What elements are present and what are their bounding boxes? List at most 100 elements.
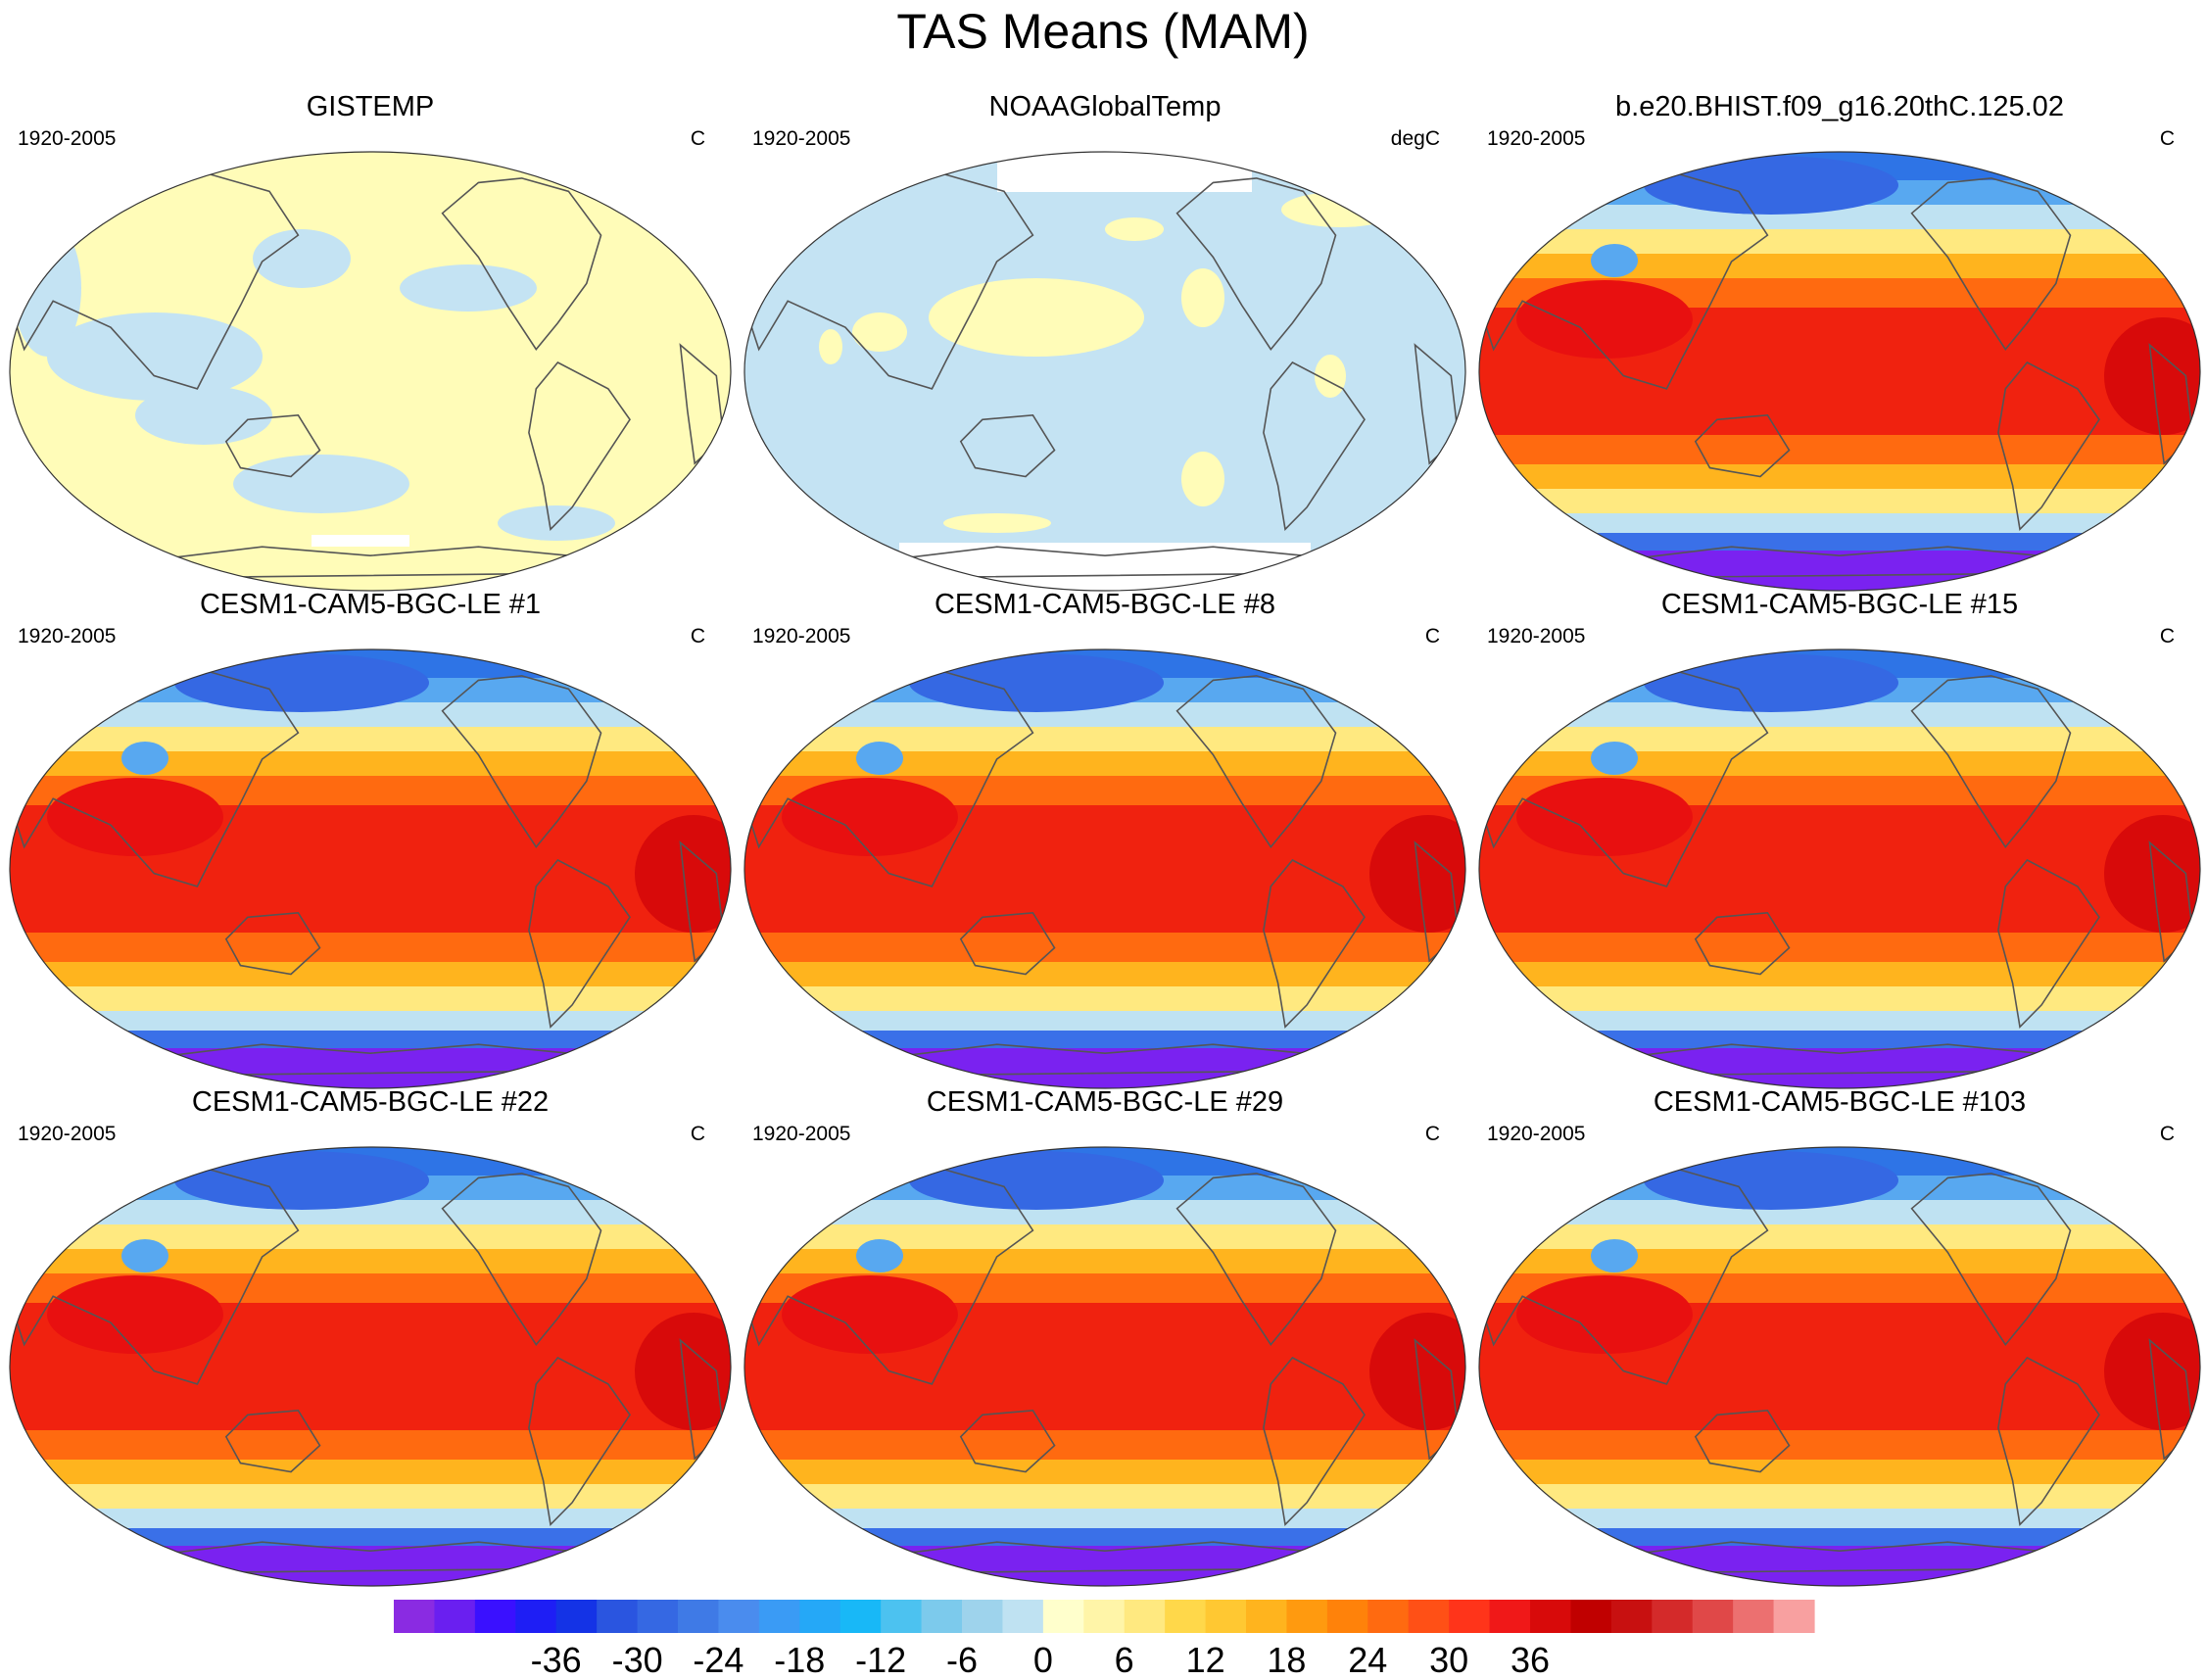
colorbar-swatch bbox=[839, 1600, 882, 1633]
map-border bbox=[743, 151, 1466, 592]
coastline bbox=[1910, 1173, 2072, 1346]
temperature-band bbox=[744, 1460, 1465, 1484]
panel-years: 1920-2005 bbox=[1487, 127, 1586, 150]
warm-anomaly-area bbox=[929, 278, 1144, 357]
colorbar-swatch bbox=[1733, 1600, 1775, 1633]
colorbar-swatch bbox=[1692, 1600, 1734, 1633]
cool-anomaly-area bbox=[13, 219, 81, 357]
colorbar-swatch bbox=[962, 1600, 1004, 1633]
temperature-band bbox=[10, 1460, 731, 1484]
cool-anomaly-area bbox=[233, 455, 409, 513]
coastline bbox=[441, 177, 602, 351]
colorbar-tick-label: 6 bbox=[1115, 1640, 1134, 1680]
temperature-band bbox=[1479, 1031, 2200, 1048]
temperature-band bbox=[1479, 254, 2200, 278]
temperature-band bbox=[744, 1031, 1465, 1048]
cold-region bbox=[1644, 653, 1898, 712]
colorbar-swatch bbox=[1326, 1600, 1368, 1633]
temperature-band bbox=[744, 986, 1465, 1011]
colorbar-swatch bbox=[921, 1600, 963, 1633]
map-panel: CESM1-CAM5-BGC-LE #22 1920-2005 C bbox=[8, 1085, 733, 1587]
colorbar-swatch bbox=[1002, 1600, 1044, 1633]
coastline bbox=[528, 858, 631, 1029]
temperature-band bbox=[744, 962, 1465, 986]
cold-plateau bbox=[121, 742, 168, 775]
colorbar-swatch bbox=[515, 1600, 557, 1633]
map-plot bbox=[743, 151, 1466, 592]
temperature-band bbox=[1479, 1546, 2200, 1586]
temperature-band bbox=[10, 1048, 731, 1088]
coastline bbox=[528, 1356, 631, 1526]
figure-title: TAS Means (MAM) bbox=[896, 4, 1310, 59]
coastline bbox=[1694, 413, 1791, 478]
map-plot bbox=[9, 1146, 732, 1587]
colorbar-tick-label: -30 bbox=[612, 1640, 663, 1680]
warm-pool bbox=[1516, 778, 1693, 856]
warm-region bbox=[1369, 815, 1465, 933]
panel-units: C bbox=[1424, 625, 1440, 648]
coastline bbox=[959, 1409, 1056, 1473]
warm-region bbox=[635, 815, 731, 933]
coastline bbox=[1997, 858, 2100, 1029]
panel-title: CESM1-CAM5-BGC-LE #103 bbox=[1653, 1086, 2027, 1118]
map-plot bbox=[1478, 648, 2201, 1089]
map-panel: NOAAGlobalTemp 1920-2005 degC bbox=[743, 90, 1467, 592]
temperature-band bbox=[1479, 751, 2200, 776]
temperature-band bbox=[1479, 1048, 2200, 1088]
temperature-band bbox=[10, 1528, 731, 1546]
warm-pool bbox=[47, 1275, 223, 1354]
warm-region bbox=[2104, 1313, 2200, 1430]
temperature-band bbox=[1479, 533, 2200, 551]
temperature-band bbox=[1479, 727, 2200, 751]
temperature-band bbox=[10, 1484, 731, 1509]
cold-plateau bbox=[121, 1239, 168, 1272]
colorbar-tick-label: -18 bbox=[774, 1640, 825, 1680]
temperature-band bbox=[10, 1509, 731, 1528]
temperature-band bbox=[1479, 513, 2200, 533]
temperature-band bbox=[744, 1509, 1465, 1528]
colorbar-swatch bbox=[718, 1600, 760, 1633]
map-border bbox=[9, 151, 732, 592]
map-field bbox=[744, 649, 1465, 1088]
map-field bbox=[744, 1147, 1465, 1586]
missing-data bbox=[312, 535, 409, 547]
map-plot bbox=[1478, 151, 2201, 592]
warm-anomaly-area bbox=[852, 312, 907, 352]
colorbar-swatch bbox=[474, 1600, 516, 1633]
panel-title: b.e20.BHIST.f09_g16.20thC.125.02 bbox=[1615, 91, 2064, 122]
panel-units: C bbox=[2159, 1123, 2175, 1145]
colorbar-swatch bbox=[1408, 1600, 1450, 1633]
panel-units: C bbox=[2159, 625, 2175, 648]
cold-region bbox=[174, 1151, 429, 1210]
map-panel: CESM1-CAM5-BGC-LE #103 1920-2005 C bbox=[1477, 1085, 2202, 1587]
temperature-band bbox=[744, 1430, 1465, 1460]
colorbar-swatch bbox=[1124, 1600, 1166, 1633]
map-plot bbox=[743, 1146, 1466, 1587]
panel-title: GISTEMP bbox=[306, 91, 435, 122]
colorbar-swatch bbox=[1205, 1600, 1247, 1633]
map-plot bbox=[9, 151, 732, 592]
warm-pool bbox=[782, 778, 958, 856]
panel-years: 1920-2005 bbox=[752, 127, 851, 150]
cool-anomaly-area bbox=[253, 229, 351, 288]
temperature-band bbox=[744, 727, 1465, 751]
temperature-band bbox=[744, 1249, 1465, 1273]
temperature-band bbox=[10, 1031, 731, 1048]
colorbar-swatch bbox=[1610, 1600, 1653, 1633]
panel-years: 1920-2005 bbox=[1487, 1123, 1586, 1145]
cool-anomaly-area bbox=[47, 312, 263, 401]
colorbar-swatch bbox=[637, 1600, 679, 1633]
temperature-band bbox=[1479, 1509, 2200, 1528]
coastline bbox=[224, 1409, 321, 1473]
temperature-band bbox=[744, 1528, 1465, 1546]
temperature-band bbox=[1479, 464, 2200, 489]
temperature-band bbox=[1479, 1011, 2200, 1031]
colorbar-swatch bbox=[1042, 1600, 1084, 1633]
colorbar-tick-label: -12 bbox=[855, 1640, 906, 1680]
temperature-band bbox=[10, 1224, 731, 1249]
map-field bbox=[744, 152, 1465, 591]
panel-units: C bbox=[690, 625, 705, 648]
colorbar-swatch bbox=[1246, 1600, 1288, 1633]
cold-plateau bbox=[856, 1239, 903, 1272]
coastline bbox=[441, 675, 602, 848]
